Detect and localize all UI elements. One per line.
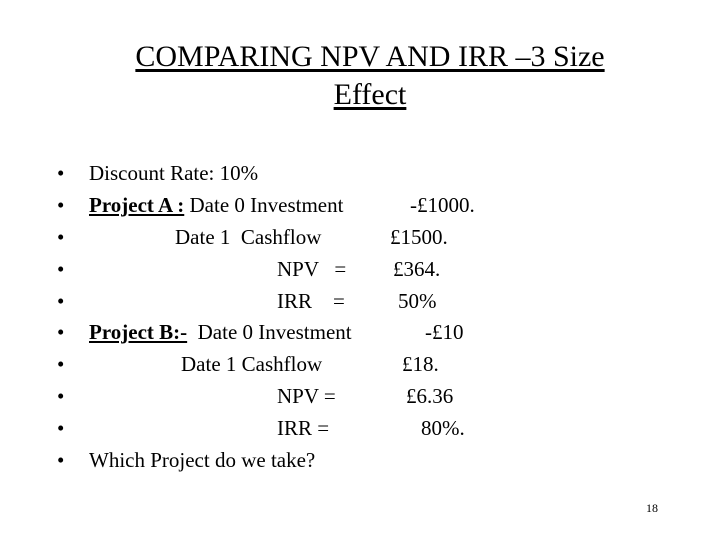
discount-rate-text: Discount Rate: 10%	[89, 161, 259, 185]
bullet-dot-icon: •	[57, 193, 65, 217]
project-b-date0-value: -£10	[425, 320, 464, 344]
project-a-label: Project A :	[89, 193, 185, 217]
bullet-dot-icon: •	[57, 289, 65, 313]
project-b-date0-text: Date 0 Investment	[187, 320, 352, 344]
project-a-npv-value: £364.	[393, 257, 441, 281]
project-b-npv-value: £6.36	[406, 384, 454, 408]
bullet-dot-icon: •	[57, 320, 65, 344]
project-a-date1-value: £1500.	[390, 225, 448, 249]
project-a-irr-text: IRR =	[277, 289, 345, 313]
project-b-npv-text: NPV =	[277, 384, 336, 408]
bullet-dot-icon: •	[57, 225, 65, 249]
project-a-irr-value: 50%	[398, 289, 437, 313]
project-b-row: Project B:- Date 0 Investment	[89, 320, 352, 344]
project-a-date0-value: -£1000.	[410, 193, 475, 217]
project-a-row: Project A : Date 0 Investment	[89, 193, 343, 217]
question-text: Which Project do we take?	[89, 448, 316, 472]
bullet-dot-icon: •	[57, 384, 65, 408]
project-a-npv-text: NPV =	[277, 257, 347, 281]
page-number: 18	[646, 501, 658, 515]
bullet-dot-icon: •	[57, 257, 65, 281]
project-b-date1-value: £18.	[402, 352, 439, 376]
bullet-dot-icon: •	[57, 416, 65, 440]
project-b-label: Project B:-	[89, 320, 188, 344]
bullet-dot-icon: •	[57, 352, 65, 376]
project-a-date1-text: Date 1 Cashflow	[175, 225, 322, 249]
project-b-date1-text: Date 1 Cashflow	[181, 352, 323, 376]
project-a-date0-text: Date 0 Investment	[184, 193, 344, 217]
title-line-2: Effect	[333, 78, 407, 111]
bullet-dot-icon: •	[57, 161, 65, 185]
bullet-dot-icon: •	[57, 448, 65, 472]
project-b-irr-text: IRR =	[277, 416, 330, 440]
project-b-irr-value: 80%.	[421, 416, 465, 440]
title-line-1: COMPARING NPV AND IRR –3 Size	[135, 40, 605, 73]
